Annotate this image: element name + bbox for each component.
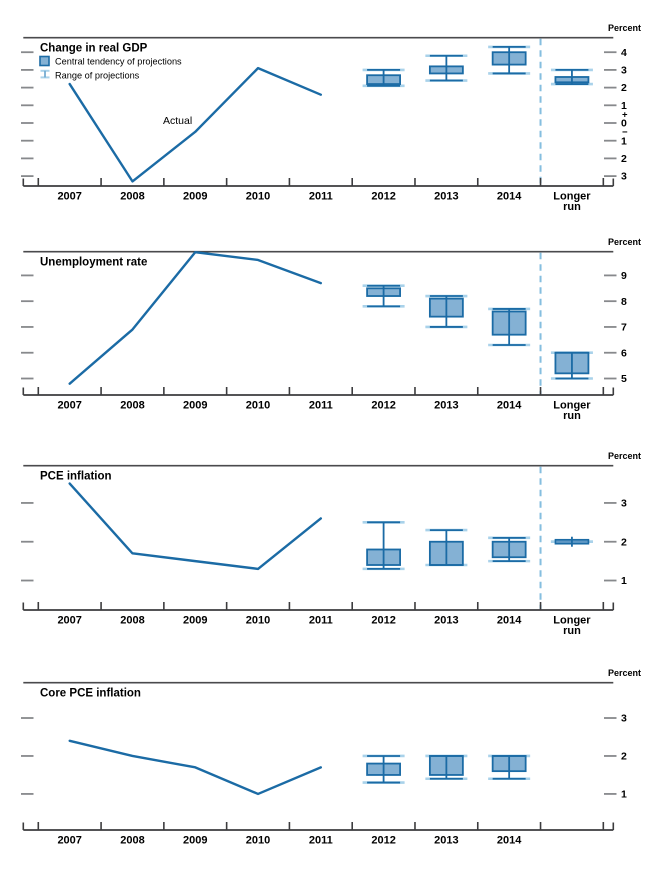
y-tick-label: 2 [621, 536, 627, 548]
x-tick-label-2012: 2012 [371, 191, 395, 203]
x-tick-label-2010: 2010 [246, 400, 270, 412]
y-tick-label: 1 [621, 135, 627, 147]
x-tick-label-longer-run-line2: run [563, 625, 581, 637]
projection-marker-2012 [362, 284, 405, 308]
x-tick-label-2014: 2014 [497, 615, 522, 627]
x-tick-label-2012: 2012 [371, 400, 395, 412]
x-tick-label-2010: 2010 [246, 191, 270, 203]
minus-sign-label: − [622, 127, 628, 138]
y-tick-label: 3 [621, 65, 627, 77]
x-tick-label-2011: 2011 [309, 400, 333, 412]
percent-label: Percent [608, 237, 641, 247]
x-tick-label-2009: 2009 [183, 835, 207, 847]
actual-line [68, 251, 323, 385]
x-tick-label-2009: 2009 [183, 191, 207, 203]
panel-title: Unemployment rate [40, 257, 147, 269]
x-tick-label-2010: 2010 [246, 835, 270, 847]
projection-marker-2012 [362, 68, 405, 88]
x-tick-label-longer-run-line1: Longer [553, 615, 591, 627]
panel-title: PCE inflation [40, 471, 112, 483]
x-tick-label-2009: 2009 [183, 400, 207, 412]
projection-marker-2013 [425, 294, 468, 329]
x-tick-label-longer-run-line1: Longer [553, 191, 591, 203]
projection-marker-2012 [362, 521, 405, 571]
projection-marker-longer-run [550, 351, 593, 380]
y-tick-label: 2 [621, 751, 627, 763]
plus-sign-label: + [622, 109, 628, 120]
x-tick-label-2013: 2013 [434, 835, 458, 847]
projection-marker-2013 [425, 54, 468, 82]
y-tick-label: 3 [621, 713, 627, 725]
actual-line [68, 66, 323, 183]
y-tick-label: 7 [621, 322, 627, 334]
percent-label: Percent [608, 451, 641, 461]
x-tick-label-2012: 2012 [371, 615, 395, 627]
panel-unemployment-rate: Percent 9 8 7 6 5 2007 2008 2009 2010 2011 2012 2013… [21, 237, 641, 422]
x-tick-label-longer-run-line2: run [563, 201, 581, 213]
x-tick-label-2013: 2013 [434, 615, 458, 627]
x-tick-label-2007: 2007 [57, 615, 81, 627]
x-tick-label-2013: 2013 [434, 191, 458, 203]
y-tick-label: 1 [621, 575, 627, 587]
projection-marker-2013 [425, 528, 468, 567]
legend: Central tendency of projections Range of … [39, 55, 182, 80]
projection-marker-2014 [488, 754, 531, 781]
actual-line [68, 739, 323, 796]
x-tick-label-2012: 2012 [371, 835, 395, 847]
percent-label: Percent [608, 23, 641, 33]
projection-marker-longer-run [550, 68, 593, 86]
panel-pce-inflation: Percent 3 2 1 2007 2008 2009 2010 2011 2012 2013 20… [21, 451, 641, 637]
x-tick-label-2014: 2014 [497, 835, 522, 847]
legend-central-tendency-icon [39, 55, 50, 67]
x-tick-label-2007: 2007 [57, 191, 81, 203]
panel-change-in-real-gdp: Percent 4 3 2 1 0 1 2 3 + − 2007 2008 2009 2010 2011 201… [21, 23, 641, 213]
y-tick-label: 6 [621, 347, 627, 359]
x-tick-label-2010: 2010 [246, 615, 270, 627]
x-tick-label-2007: 2007 [57, 835, 81, 847]
x-tick-label-2008: 2008 [120, 835, 144, 847]
y-tick-label: 4 [621, 47, 627, 59]
x-tick-label-2009: 2009 [183, 615, 207, 627]
y-tick-label: 9 [621, 270, 627, 282]
x-tick-label-2013: 2013 [434, 400, 458, 412]
y-tick-label: 1 [621, 789, 627, 801]
x-tick-label-2007: 2007 [57, 400, 81, 412]
projection-marker-2013 [425, 754, 468, 781]
projection-marker-2014 [488, 45, 531, 75]
projection-marker-2014 [488, 307, 531, 347]
y-tick-label: 0 [621, 118, 627, 130]
y-tick-label: 1 [621, 100, 627, 112]
panel-core-pce-inflation: Percent 3 2 1 2007 2008 2009 2010 2011 2012 2013 20… [21, 668, 641, 847]
x-tick-label-2008: 2008 [120, 400, 144, 412]
actual-line-label: Actual [163, 115, 192, 127]
projection-marker-longer-run [550, 536, 593, 547]
y-tick-label: 3 [621, 171, 627, 183]
x-tick-label-2008: 2008 [120, 191, 144, 203]
x-tick-label-2014: 2014 [497, 400, 522, 412]
actual-line [68, 482, 323, 571]
x-tick-label-longer-run-line1: Longer [553, 400, 591, 412]
legend-central-tendency-label: Central tendency of projections [55, 57, 182, 67]
percent-label: Percent [608, 668, 641, 678]
legend-range-label: Range of projections [55, 70, 140, 80]
x-tick-label-2008: 2008 [120, 615, 144, 627]
y-tick-label: 8 [621, 296, 627, 308]
x-tick-label-2011: 2011 [309, 835, 333, 847]
x-tick-label-2011: 2011 [309, 191, 333, 203]
x-tick-label-2011: 2011 [309, 615, 333, 627]
y-tick-label: 2 [621, 82, 627, 94]
x-tick-label-2014: 2014 [497, 191, 522, 203]
x-tick-label-longer-run-line2: run [563, 410, 581, 422]
projection-marker-2014 [488, 536, 531, 563]
panel-title: Core PCE inflation [40, 688, 141, 700]
panel-title: Change in real GDP [40, 43, 148, 55]
y-tick-label: 3 [621, 498, 627, 510]
projection-marker-2012 [362, 754, 405, 784]
y-tick-label: 2 [621, 153, 627, 165]
y-tick-label: 5 [621, 373, 627, 385]
